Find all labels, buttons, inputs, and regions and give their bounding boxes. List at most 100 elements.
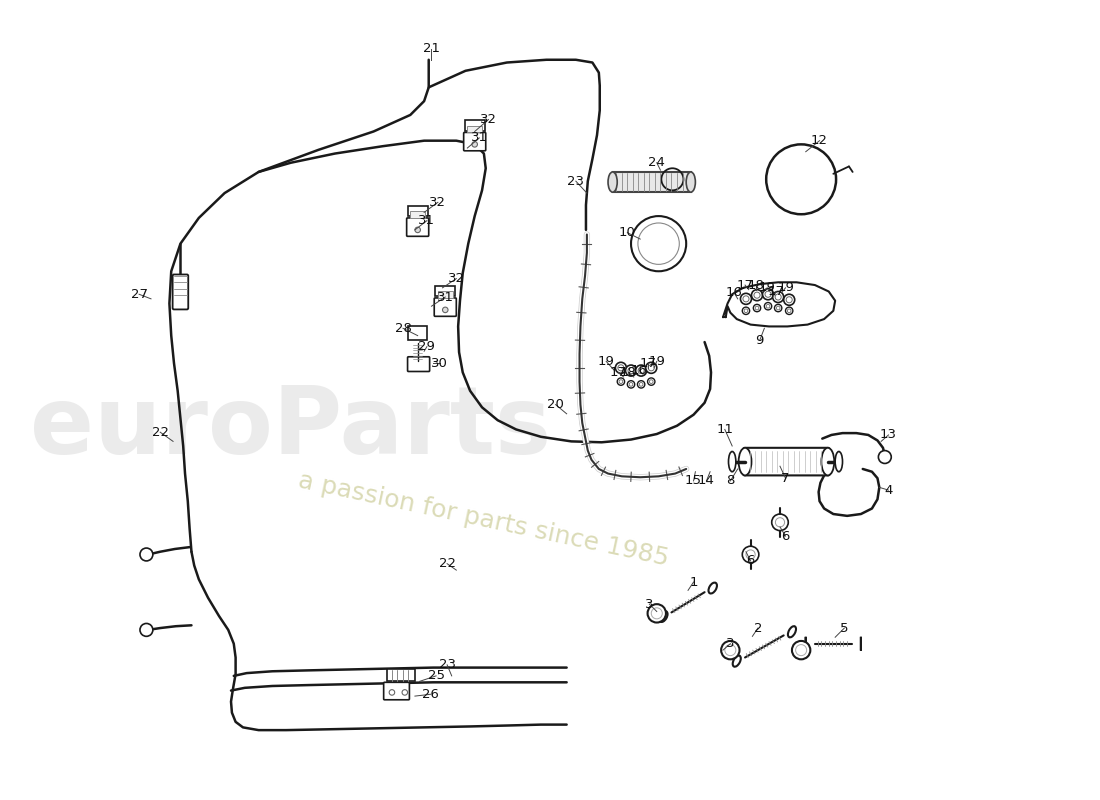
FancyBboxPatch shape: [173, 274, 188, 310]
Circle shape: [648, 365, 654, 371]
Circle shape: [740, 294, 751, 304]
Ellipse shape: [788, 626, 796, 638]
Text: 30: 30: [431, 357, 448, 370]
Text: 31: 31: [418, 214, 436, 227]
Circle shape: [636, 365, 647, 376]
Circle shape: [772, 514, 789, 530]
Bar: [468, 126, 482, 133]
Circle shape: [751, 290, 762, 301]
Bar: [408, 206, 428, 216]
Circle shape: [754, 292, 760, 298]
Text: 32: 32: [480, 113, 497, 126]
Text: 4: 4: [884, 484, 893, 497]
Circle shape: [638, 381, 645, 388]
Text: 22: 22: [152, 426, 168, 438]
Text: 24: 24: [648, 156, 666, 170]
Text: 32: 32: [448, 272, 465, 285]
Text: 3: 3: [646, 598, 653, 610]
Circle shape: [651, 608, 662, 619]
Circle shape: [764, 291, 771, 298]
Text: 16: 16: [726, 286, 742, 299]
Circle shape: [788, 309, 791, 313]
Text: 27: 27: [131, 288, 147, 301]
Circle shape: [744, 309, 748, 313]
Text: 31: 31: [437, 290, 454, 303]
Text: 21: 21: [424, 42, 440, 55]
Circle shape: [638, 367, 645, 374]
Text: 3: 3: [726, 637, 735, 650]
Text: 18: 18: [619, 366, 637, 379]
Circle shape: [442, 307, 448, 313]
Circle shape: [777, 306, 780, 310]
Text: euroParts: euroParts: [30, 382, 551, 474]
Circle shape: [648, 378, 654, 386]
Circle shape: [628, 367, 634, 374]
Text: 6: 6: [747, 554, 755, 567]
Text: 8: 8: [726, 474, 735, 487]
Text: 2: 2: [754, 622, 762, 634]
Bar: [408, 326, 427, 340]
Text: 17: 17: [639, 357, 656, 370]
Circle shape: [764, 302, 772, 310]
Text: 22: 22: [439, 557, 455, 570]
Text: a passion for parts since 1985: a passion for parts since 1985: [296, 469, 671, 570]
Text: 1: 1: [690, 575, 697, 589]
Bar: [436, 286, 455, 296]
Circle shape: [742, 546, 759, 562]
Circle shape: [648, 604, 666, 622]
Ellipse shape: [822, 448, 834, 475]
Text: 13: 13: [880, 429, 896, 442]
Ellipse shape: [733, 655, 740, 666]
Circle shape: [742, 296, 749, 302]
Circle shape: [795, 645, 806, 656]
Circle shape: [879, 450, 891, 463]
Bar: [464, 121, 485, 130]
Circle shape: [619, 380, 623, 383]
FancyBboxPatch shape: [408, 357, 430, 371]
Text: 17: 17: [768, 285, 784, 298]
Text: 12: 12: [811, 134, 828, 147]
Circle shape: [722, 641, 739, 659]
FancyBboxPatch shape: [744, 448, 829, 475]
Text: 20: 20: [547, 398, 564, 411]
Ellipse shape: [686, 172, 695, 192]
Circle shape: [742, 307, 749, 314]
Text: 23: 23: [568, 174, 584, 188]
Text: 31: 31: [471, 131, 487, 145]
Ellipse shape: [659, 611, 668, 622]
Text: 10: 10: [619, 226, 636, 239]
Circle shape: [615, 362, 626, 374]
Circle shape: [762, 289, 773, 300]
Text: 23: 23: [439, 658, 455, 671]
Bar: [438, 291, 452, 298]
Circle shape: [618, 365, 624, 371]
Ellipse shape: [835, 451, 843, 472]
Text: 29: 29: [418, 340, 436, 353]
FancyBboxPatch shape: [464, 133, 486, 150]
Ellipse shape: [738, 448, 751, 475]
Circle shape: [754, 304, 761, 312]
Bar: [410, 211, 425, 218]
Text: 7: 7: [781, 472, 790, 485]
Circle shape: [472, 142, 477, 147]
Circle shape: [756, 306, 759, 310]
Text: 14: 14: [698, 474, 715, 487]
Text: 19: 19: [597, 355, 615, 368]
Circle shape: [646, 362, 657, 374]
Circle shape: [140, 623, 153, 636]
Text: 28: 28: [395, 322, 411, 334]
Circle shape: [776, 518, 784, 527]
Ellipse shape: [708, 582, 717, 594]
Circle shape: [725, 645, 736, 656]
Circle shape: [629, 382, 632, 386]
Text: 18: 18: [748, 278, 764, 291]
FancyBboxPatch shape: [384, 682, 409, 700]
Circle shape: [785, 307, 793, 314]
Ellipse shape: [608, 172, 617, 192]
Text: 19: 19: [648, 355, 666, 368]
Bar: [613, 172, 691, 192]
Circle shape: [638, 223, 680, 264]
Text: 17: 17: [737, 278, 754, 291]
Text: 15: 15: [685, 474, 702, 487]
Circle shape: [767, 304, 770, 308]
